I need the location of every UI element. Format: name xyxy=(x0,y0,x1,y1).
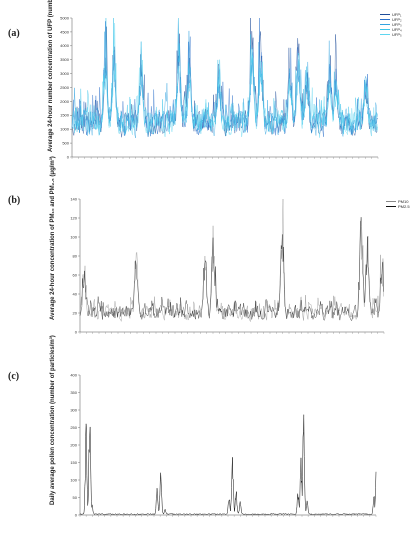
legend-item: PM2.5 xyxy=(386,204,410,209)
y-tick-label: 350 xyxy=(70,390,77,395)
legend-label: UFP₃ xyxy=(392,22,402,27)
legend-ufp: UFP₁ UFP₂ UFP₃ UFP₄ UFP₅ xyxy=(380,12,402,37)
series-line-1 xyxy=(79,414,377,516)
panel-pm: (b) Average 24-hour concentration of PM₁… xyxy=(0,156,417,365)
y-tick-label: 400 xyxy=(70,372,77,377)
chart-pollen: 0 50 100 150 200 250 300 350 400 xyxy=(70,372,377,517)
y-tick-label: 60 xyxy=(73,272,78,277)
y-tick-label: 20 xyxy=(73,310,78,315)
chart-pm: 0 20 40 60 80 100 120 140 xyxy=(70,196,385,334)
y-tick-label: 1500 xyxy=(60,113,70,118)
legend-item: UFP₄ xyxy=(380,27,402,32)
y-tick-label: 2000 xyxy=(60,99,70,104)
legend-pm: PM10 PM2.5 xyxy=(386,199,410,209)
chart-ufp: 0 500 1000 1500 2000 2500 3000 3500 4000 4500 5000 xyxy=(60,15,379,159)
y-tick-label: 0 xyxy=(75,512,78,517)
y-tick-label: 5000 xyxy=(60,15,70,20)
panel-label-b: (b) xyxy=(8,195,21,206)
panel-pollen: (c) Daily average pollen concentration (… xyxy=(0,335,417,550)
y-tick-label: 100 xyxy=(70,234,77,239)
y-tick-label: 40 xyxy=(73,291,78,296)
y-tick-label: 1000 xyxy=(60,127,70,132)
legend-swatch xyxy=(380,13,390,16)
legend-label: PM10 xyxy=(398,199,409,204)
y-tick-label: 2500 xyxy=(60,85,70,90)
y-tick-label: 200 xyxy=(70,442,77,447)
y-tick-label: 120 xyxy=(70,215,77,220)
y-tick-label: 500 xyxy=(62,141,69,146)
legend-item: UFP₂ xyxy=(380,17,402,22)
y-tick-label: 80 xyxy=(73,253,78,258)
y-tick-label: 3500 xyxy=(60,57,70,62)
legend-item: UFP₁ xyxy=(380,12,402,17)
series-line-2 xyxy=(79,217,384,321)
series-line-2 xyxy=(71,17,378,137)
legend-swatch xyxy=(380,28,390,31)
y-tick-label: 150 xyxy=(70,460,77,465)
series-line-5 xyxy=(71,23,378,138)
panel-label-a: (a) xyxy=(8,28,20,39)
legend-label: UFP₁ xyxy=(392,12,402,17)
panel-ufp: (a) Average 24-hour number concentration… xyxy=(0,0,417,185)
legend-item: PM10 xyxy=(386,199,410,204)
legend-item: UFP₅ xyxy=(380,32,402,37)
series-line-4 xyxy=(71,17,378,137)
legend-label: UFP₄ xyxy=(392,27,402,32)
legend-swatch xyxy=(380,23,390,26)
y-tick-label: 0 xyxy=(67,154,70,159)
legend-swatch xyxy=(386,205,396,208)
panel-label-c: (c) xyxy=(8,371,20,382)
legend-label: UFP₂ xyxy=(392,17,402,22)
legend-swatch xyxy=(380,33,390,36)
legend-item: UFP₃ xyxy=(380,22,402,27)
legend-swatch xyxy=(386,200,396,203)
y-tick-label: 300 xyxy=(70,407,77,412)
legend-label: PM2.5 xyxy=(398,204,410,209)
y-tick-label: 0 xyxy=(75,329,78,334)
y-tick-label: 250 xyxy=(70,425,77,430)
y-tick-label: 4500 xyxy=(60,29,70,34)
y-tick-label: 50 xyxy=(73,495,78,500)
series-line-1 xyxy=(79,198,384,323)
y-tick-label: 100 xyxy=(70,477,77,482)
y-tick-label: 4000 xyxy=(60,43,70,48)
y-tick-label: 3000 xyxy=(60,71,70,76)
y-tick-label: 140 xyxy=(70,196,77,201)
legend-swatch xyxy=(380,18,390,21)
legend-label: UFP₅ xyxy=(392,32,402,37)
